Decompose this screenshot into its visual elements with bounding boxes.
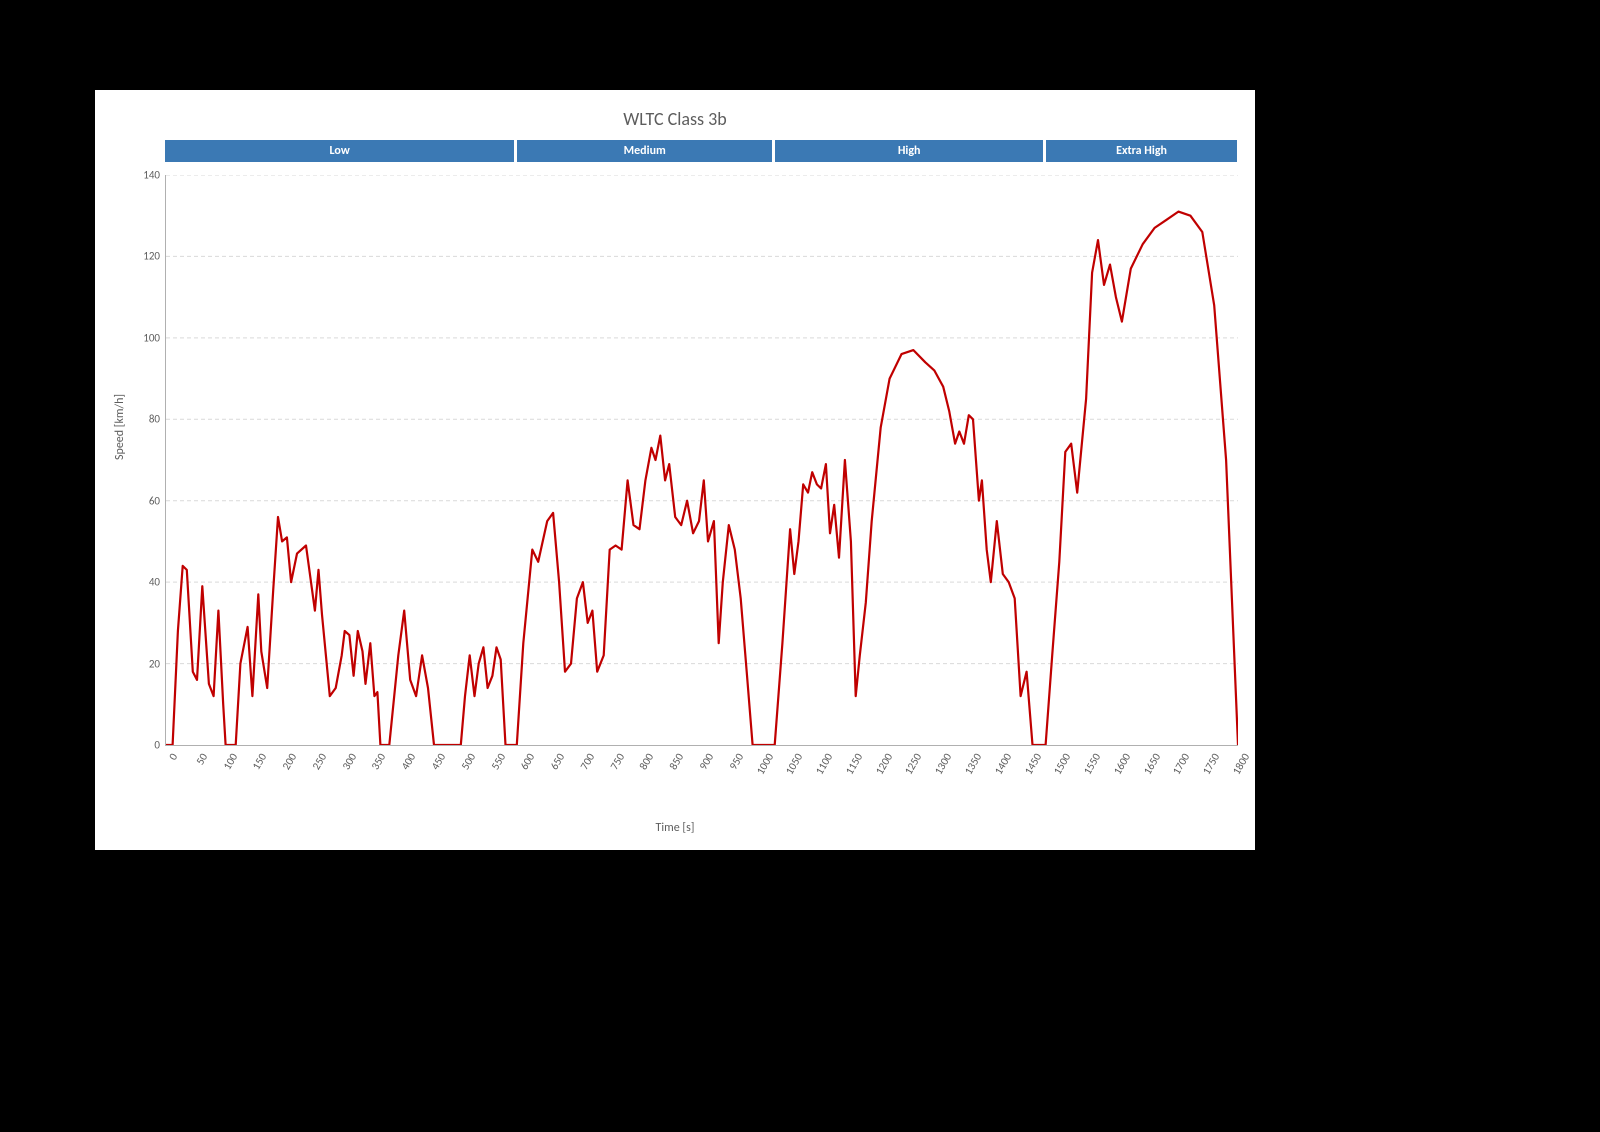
y-tick-label: 120 — [120, 250, 160, 263]
x-tick-label: 1750 — [1200, 751, 1222, 777]
x-tick-label: 1700 — [1170, 751, 1192, 777]
phase-label: Extra High — [1046, 140, 1237, 162]
x-tick-label: 1250 — [902, 751, 924, 777]
x-tick-label: 950 — [726, 751, 746, 772]
x-tick-label: 0 — [166, 751, 180, 762]
x-tick-label: 750 — [607, 751, 627, 772]
chart-title: WLTC Class 3b — [95, 108, 1255, 130]
x-tick-label: 1200 — [873, 751, 895, 777]
x-tick-label: 1300 — [932, 751, 954, 777]
x-tick-label: 850 — [667, 751, 687, 772]
x-tick-label: 650 — [548, 751, 568, 772]
plot-area — [165, 175, 1238, 746]
x-tick-label: 1150 — [843, 751, 865, 777]
x-tick-label: 500 — [458, 751, 478, 772]
x-tick-label: 300 — [339, 751, 359, 772]
x-tick-label: 1000 — [753, 751, 775, 777]
phase-label: Low — [165, 140, 514, 162]
x-tick-label: 250 — [310, 751, 330, 772]
chart-card: WLTC Class 3b LowMediumHighExtra High Sp… — [95, 90, 1255, 850]
phase-label: High — [775, 140, 1043, 162]
x-tick-label: 200 — [280, 751, 300, 772]
x-tick-label: 1100 — [813, 751, 835, 777]
x-tick-label: 1400 — [992, 751, 1014, 777]
x-tick-label: 150 — [250, 751, 270, 772]
x-tick-label: 350 — [369, 751, 389, 772]
x-tick-label: 1450 — [1021, 751, 1043, 777]
x-tick-label: 450 — [429, 751, 449, 772]
gridlines — [166, 175, 1238, 664]
y-tick-label: 140 — [120, 169, 160, 182]
x-tick-label: 1550 — [1081, 751, 1103, 777]
speed-series — [166, 212, 1238, 745]
x-tick-label: 1050 — [783, 751, 805, 777]
y-axis-label: Speed [km/h] — [113, 394, 127, 460]
x-tick-label: 550 — [488, 751, 508, 772]
x-tick-label: 800 — [637, 751, 657, 772]
y-tick-label: 80 — [120, 413, 160, 426]
x-tick-label: 1350 — [962, 751, 984, 777]
line-chart-svg — [166, 175, 1238, 745]
y-tick-label: 100 — [120, 331, 160, 344]
y-tick-label: 60 — [120, 494, 160, 507]
x-tick-label: 100 — [220, 751, 240, 772]
x-tick-label: 600 — [518, 751, 538, 772]
x-tick-label: 1650 — [1141, 751, 1163, 777]
x-tick-label: 1600 — [1111, 751, 1133, 777]
x-tick-label: 900 — [697, 751, 717, 772]
x-tick-label: 700 — [578, 751, 598, 772]
phase-bar: LowMediumHighExtra High — [165, 140, 1237, 162]
x-tick-label: 1800 — [1230, 751, 1252, 777]
y-tick-label: 40 — [120, 576, 160, 589]
x-tick-label: 400 — [399, 751, 419, 772]
y-tick-label: 20 — [120, 657, 160, 670]
x-axis-label: Time [s] — [95, 821, 1255, 835]
y-tick-label: 0 — [120, 739, 160, 752]
phase-label: Medium — [517, 140, 772, 162]
x-tick-label: 1500 — [1051, 751, 1073, 777]
x-tick-label: 50 — [193, 751, 210, 767]
